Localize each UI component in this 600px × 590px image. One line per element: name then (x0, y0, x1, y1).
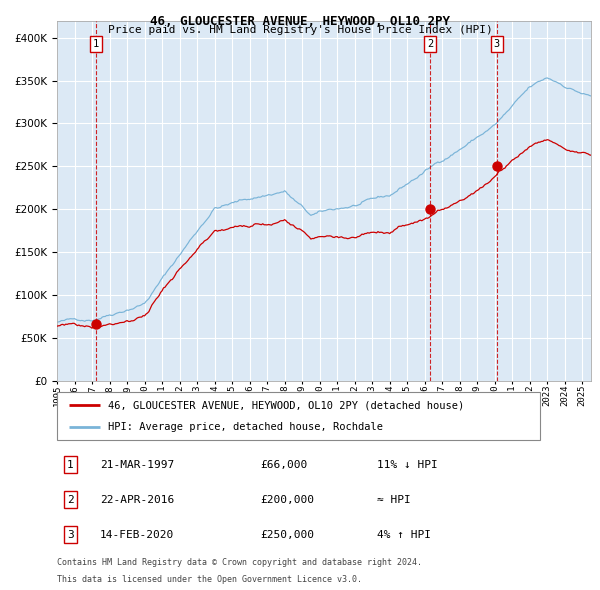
Text: Contains HM Land Registry data © Crown copyright and database right 2024.: Contains HM Land Registry data © Crown c… (57, 558, 422, 566)
Text: ≈ HPI: ≈ HPI (377, 494, 411, 504)
Text: 1: 1 (67, 460, 74, 470)
Text: 46, GLOUCESTER AVENUE, HEYWOOD, OL10 2PY (detached house): 46, GLOUCESTER AVENUE, HEYWOOD, OL10 2PY… (108, 400, 464, 410)
Text: 3: 3 (67, 530, 74, 540)
Text: Price paid vs. HM Land Registry's House Price Index (HPI): Price paid vs. HM Land Registry's House … (107, 25, 493, 35)
Text: 2: 2 (427, 39, 433, 49)
Text: 46, GLOUCESTER AVENUE, HEYWOOD, OL10 2PY: 46, GLOUCESTER AVENUE, HEYWOOD, OL10 2PY (150, 15, 450, 28)
Text: £250,000: £250,000 (260, 530, 314, 540)
Text: 1: 1 (93, 39, 99, 49)
Text: HPI: Average price, detached house, Rochdale: HPI: Average price, detached house, Roch… (108, 422, 383, 432)
Text: 2: 2 (67, 494, 74, 504)
Text: 21-MAR-1997: 21-MAR-1997 (100, 460, 174, 470)
Text: 11% ↓ HPI: 11% ↓ HPI (377, 460, 438, 470)
Text: £200,000: £200,000 (260, 494, 314, 504)
Text: £66,000: £66,000 (260, 460, 307, 470)
Text: This data is licensed under the Open Government Licence v3.0.: This data is licensed under the Open Gov… (57, 575, 362, 584)
Text: 22-APR-2016: 22-APR-2016 (100, 494, 174, 504)
Text: 14-FEB-2020: 14-FEB-2020 (100, 530, 174, 540)
Text: 4% ↑ HPI: 4% ↑ HPI (377, 530, 431, 540)
Text: 3: 3 (494, 39, 500, 49)
